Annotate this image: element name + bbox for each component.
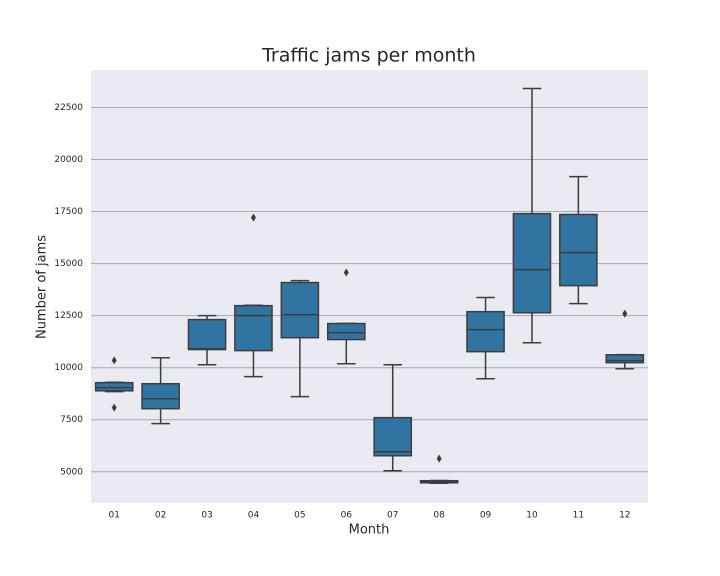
x-tick-label: 10 — [526, 511, 538, 521]
box — [141, 382, 180, 410]
box — [373, 416, 413, 457]
outlier — [111, 403, 117, 412]
y-tick-label: 10000 — [54, 363, 83, 373]
y-tick-label: 12500 — [54, 311, 83, 321]
box — [512, 212, 552, 314]
box — [605, 354, 645, 364]
x-tick-label: 03 — [201, 511, 212, 521]
y-tick-label: 22500 — [54, 103, 83, 113]
y-tick-label: 15000 — [54, 259, 83, 269]
x-axis-label: Month — [349, 523, 390, 538]
x-tick-label: 05 — [294, 511, 305, 521]
x-tick-label: 08 — [433, 511, 445, 521]
outlier — [436, 454, 442, 463]
x-tick-label: 02 — [155, 511, 166, 521]
box — [234, 304, 273, 352]
x-tick-label: 01 — [108, 511, 119, 521]
outlier — [111, 356, 117, 365]
outlier — [343, 268, 349, 277]
y-axis-label: Number of jams — [35, 235, 50, 339]
plot-area — [91, 70, 648, 503]
outlier — [250, 213, 256, 222]
box — [187, 318, 227, 351]
y-tick-label: 20000 — [54, 155, 83, 165]
outlier — [622, 309, 628, 318]
box — [466, 310, 505, 353]
x-tick-label: 04 — [248, 511, 260, 521]
x-tick-label: 11 — [573, 511, 584, 521]
y-tick-label: 17500 — [54, 207, 83, 217]
y-tick-label: 5000 — [60, 467, 83, 477]
box — [326, 322, 366, 341]
x-tick-label: 12 — [619, 511, 630, 521]
x-tick-label: 09 — [480, 511, 492, 521]
box — [94, 381, 134, 392]
x-tick-label: 06 — [341, 511, 353, 521]
y-tick-label: 7500 — [60, 415, 83, 425]
box — [559, 213, 598, 287]
x-tick-label: 07 — [387, 511, 398, 521]
box — [280, 281, 320, 339]
chart-title: Traffic jams per month — [261, 45, 476, 67]
